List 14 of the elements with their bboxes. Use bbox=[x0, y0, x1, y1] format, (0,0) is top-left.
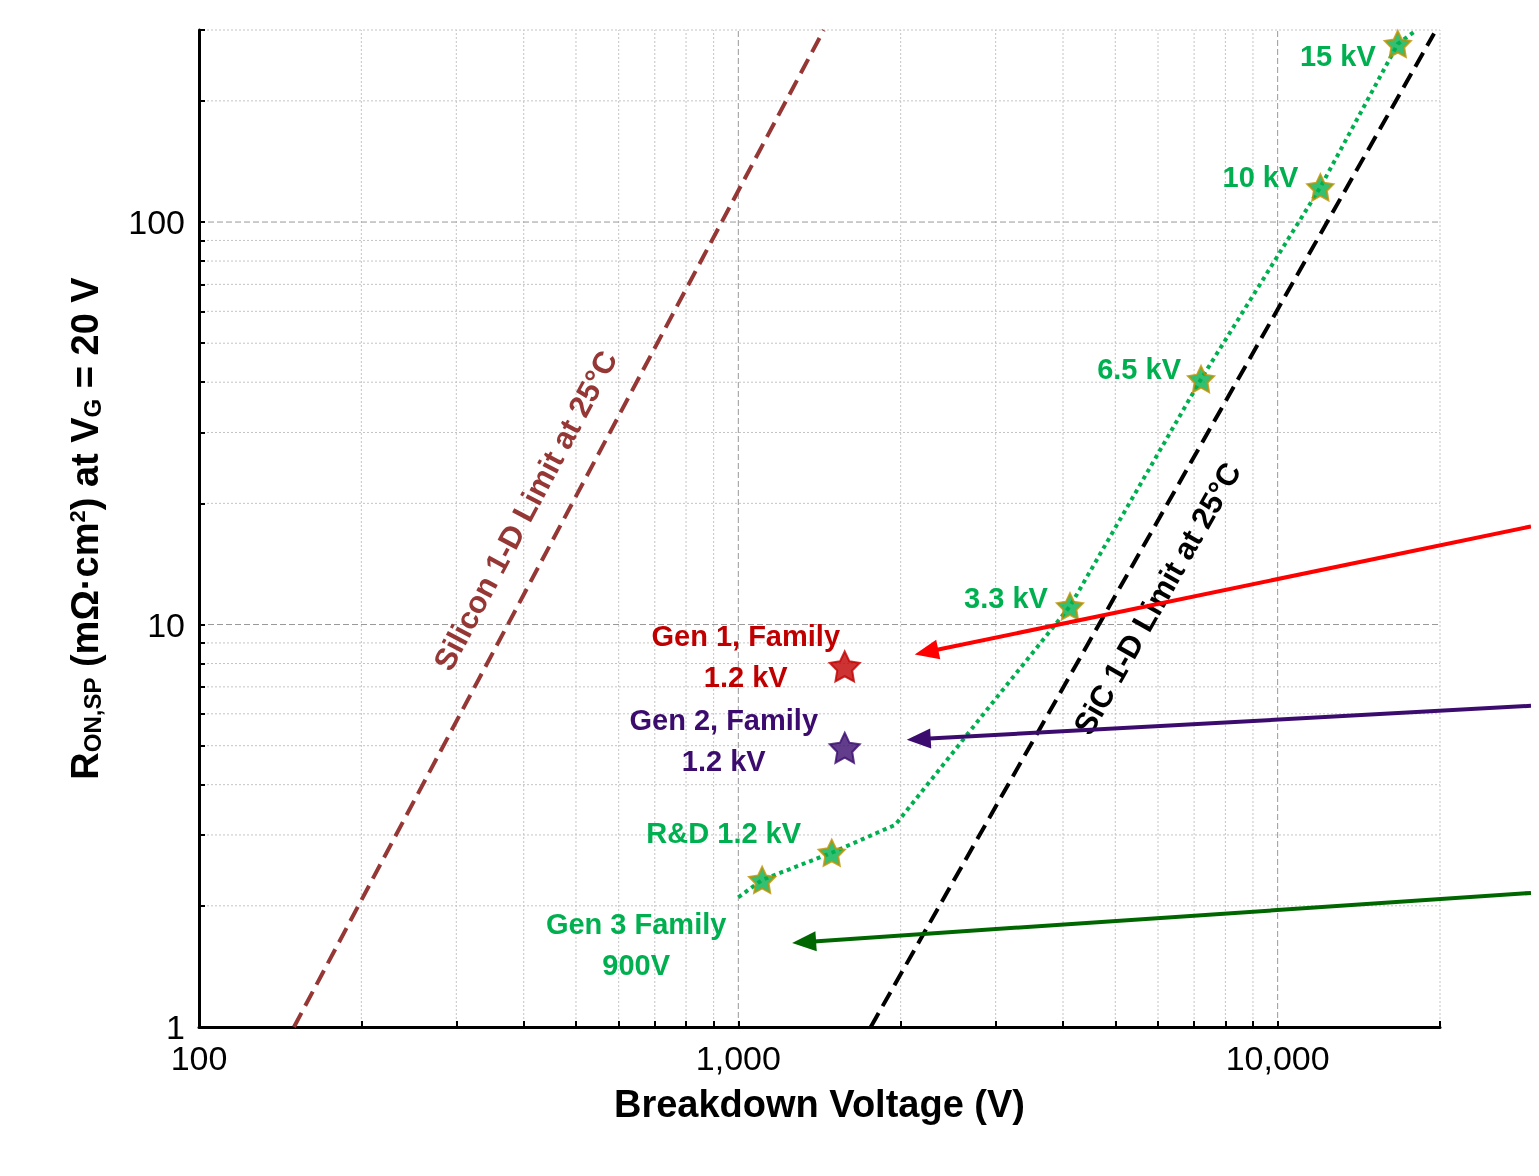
annotation: 6.5 kV bbox=[1097, 353, 1182, 386]
x-tick-label: 10,000 bbox=[1225, 1039, 1330, 1077]
annotation: 15 kV bbox=[1299, 39, 1377, 72]
y-tick-label: 100 bbox=[128, 203, 185, 242]
y-axis-title: RON,SP (mΩ·cm2) at VG = 20 V bbox=[64, 276, 106, 780]
x-tick-label: 1,000 bbox=[695, 1039, 781, 1077]
annotation: Gen 2, Family 1.2 kV bbox=[629, 704, 819, 778]
annotation: Gen 1, Family 1.2 kV bbox=[651, 619, 841, 693]
annotation: 3.3 kV bbox=[964, 582, 1049, 615]
y-tick-label: 10 bbox=[147, 605, 185, 644]
annotation: 10 kV bbox=[1222, 161, 1299, 194]
annotation: R&D 1.2 kV bbox=[646, 816, 802, 849]
annotation: Gen 3 Family 900V bbox=[545, 908, 727, 982]
x-axis-title: Breakdown Voltage (V) bbox=[613, 1083, 1026, 1125]
